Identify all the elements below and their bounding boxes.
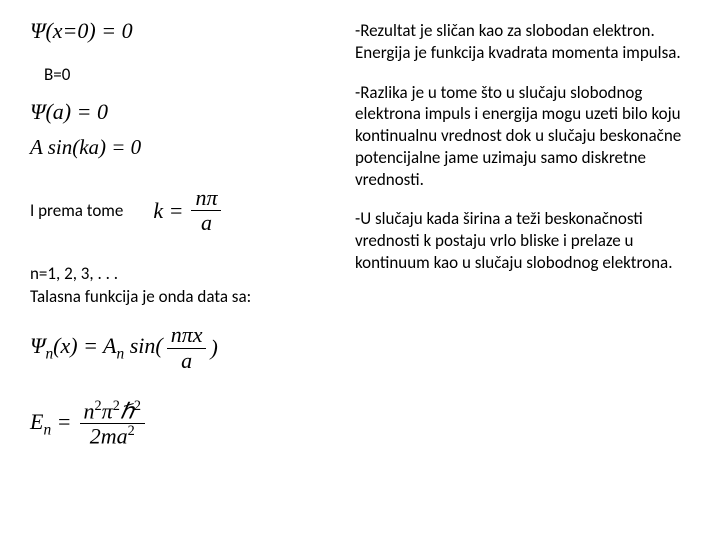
en-n-sq: 2 [95, 398, 102, 414]
label-i-prema-tome: I prema tome [30, 200, 123, 221]
psi-symbol: Ψ [30, 333, 45, 358]
equation-psi-n: Ψn(x) = An sin( nπx a ) [30, 323, 330, 372]
label-talasna: Talasna funkcija je onda data sa: [30, 286, 330, 307]
k-fraction: nπ a [191, 186, 221, 235]
en-pi: π [102, 398, 113, 423]
en-2ma: 2ma [90, 424, 128, 449]
left-column: Ψ(x=0) = 0 B=0 Ψ(a) = 0 A sin(ka) = 0 I … [30, 18, 330, 459]
en-denominator: 2ma2 [80, 424, 145, 449]
en-subscript: n [43, 421, 51, 438]
k-denominator: a [191, 211, 221, 235]
en-h-sq: 2 [134, 398, 141, 414]
psi-close-paren: ) [210, 335, 217, 361]
en-numerator: n2π2ℏ2 [80, 399, 145, 425]
equation-asinka: A sin(ka) = 0 [30, 135, 330, 160]
psi-mid1: (x) = A [53, 333, 116, 358]
psi-frac-den: a [167, 349, 207, 373]
en-symbol: E [30, 409, 43, 434]
k-lhs: k = [153, 198, 183, 224]
equation-psi-a: Ψ(a) = 0 [30, 99, 330, 125]
en-fraction: n2π2ℏ2 2ma2 [80, 399, 145, 449]
equation-energy-n: En = n2π2ℏ2 2ma2 [30, 399, 330, 449]
en-n: n [84, 398, 95, 423]
k-numerator: nπ [191, 186, 221, 211]
row-k-equation: I prema tome k = nπ a [30, 186, 330, 235]
en-hbar: ℏ [120, 398, 134, 423]
paragraph-1: -Rezultat je sličan kao za slobodan elek… [355, 20, 690, 64]
paragraph-2: -Razlika je u tome što u slučaju slobodn… [355, 82, 690, 191]
equation-psi-x0: Ψ(x=0) = 0 [30, 18, 330, 44]
en-a-sq: 2 [128, 423, 135, 439]
paragraph-3: -U slučaju kada širina a teži beskonačno… [355, 208, 690, 273]
psi-mid2: sin( [124, 333, 163, 358]
psi-frac-num: nπx [167, 323, 207, 348]
psi-fraction: nπx a [167, 323, 207, 372]
label-b0: B=0 [44, 64, 330, 85]
en-equals: = [51, 409, 71, 434]
label-n-values: n=1, 2, 3, . . . [30, 263, 330, 284]
right-column: -Rezultat je sličan kao za slobodan elek… [355, 20, 690, 292]
en-pi-sq: 2 [113, 398, 120, 414]
